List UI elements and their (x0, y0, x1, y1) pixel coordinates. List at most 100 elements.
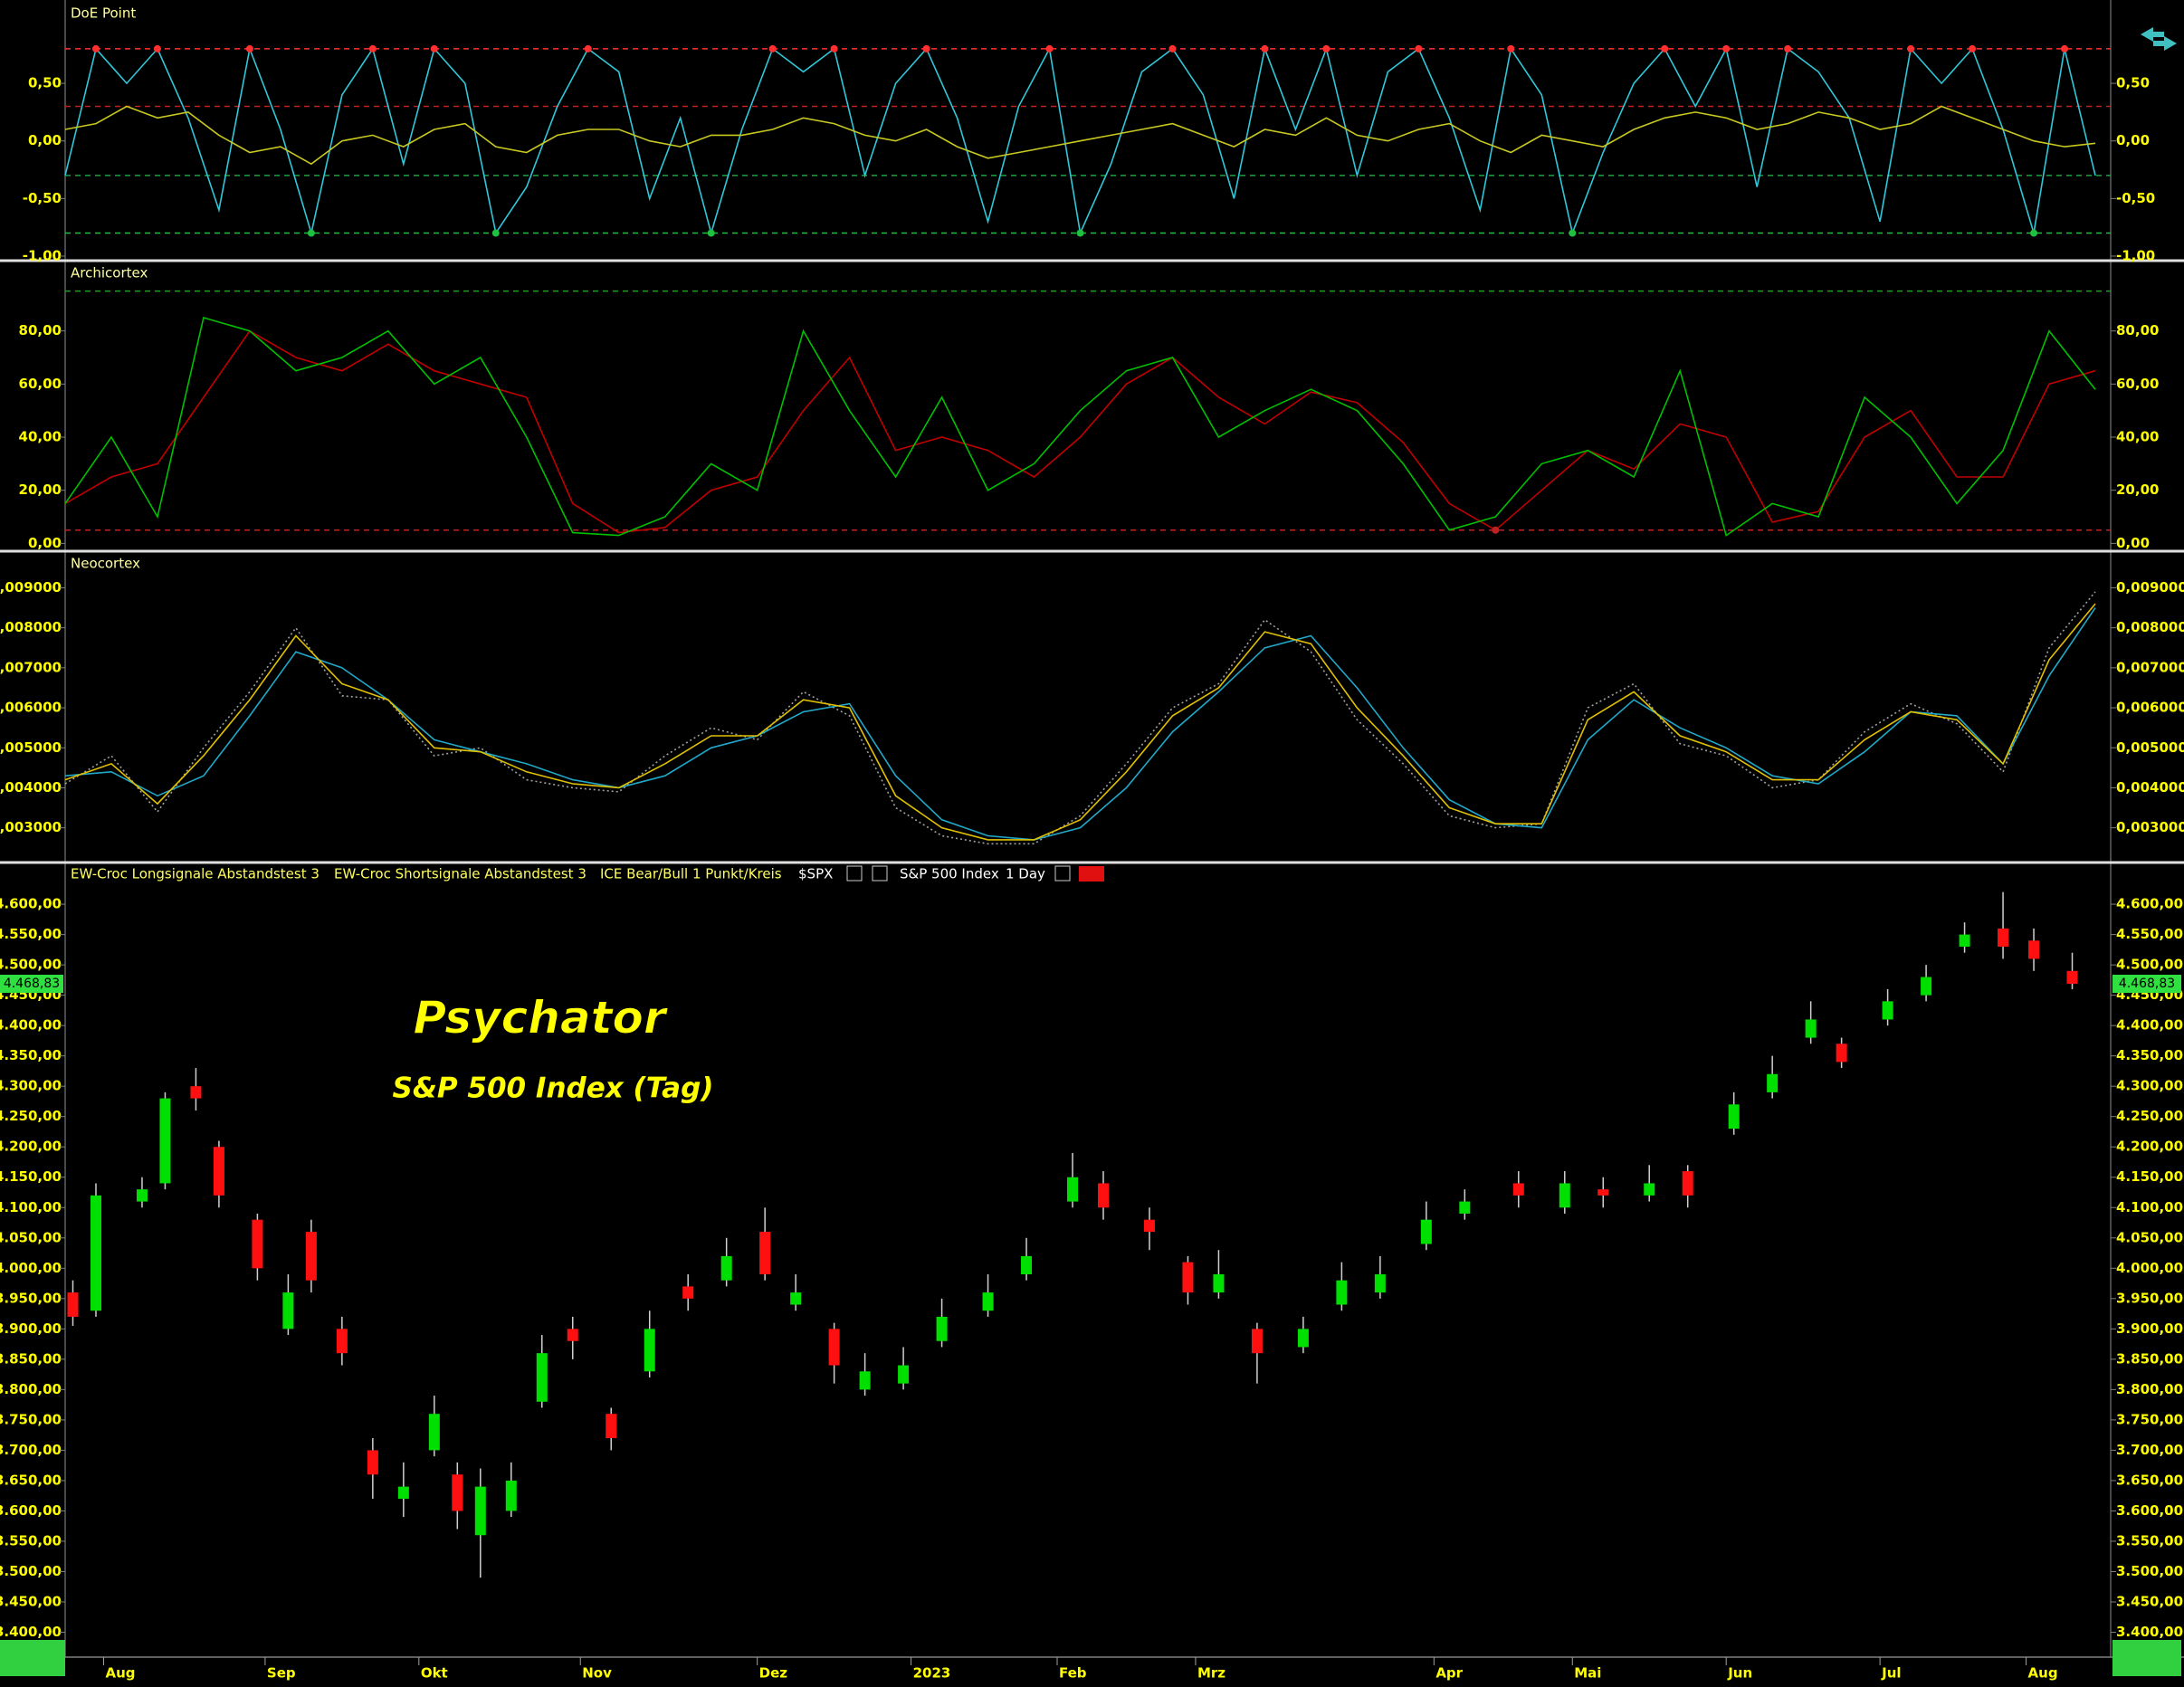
candle-body (428, 1414, 440, 1451)
last-price-box (2112, 975, 2181, 994)
candle-body (982, 1292, 994, 1311)
dropdown-icon[interactable] (872, 865, 888, 882)
y-tick-label: 0,003000 (0, 819, 62, 835)
y-tick-label: 4.300,00 (0, 1078, 62, 1094)
x-tick-label: Aug (2028, 1665, 2058, 1682)
candle-body (1143, 1219, 1155, 1233)
candle-body (828, 1329, 840, 1366)
y-tick-label: 3.950,00 (0, 1290, 62, 1306)
candle-body (1559, 1183, 1570, 1208)
y-tick-label: 4.500,00 (0, 957, 62, 973)
sync-icon[interactable] (2141, 27, 2177, 51)
y-tick-label: 20,00 (19, 481, 62, 498)
candle-body (1998, 928, 2009, 948)
panel-title: Archicortex (71, 265, 148, 281)
signal-dot (1722, 44, 1731, 52)
y-tick-label: 4.350,00 (2116, 1047, 2183, 1063)
dropdown-icon[interactable] (1054, 865, 1071, 882)
x-tick-label: Sep (267, 1665, 296, 1682)
indicator-line (64, 591, 2096, 845)
signal-dot (91, 44, 100, 52)
scroll-block[interactable] (2112, 1640, 2181, 1676)
signal-dot (2061, 44, 2069, 52)
signal-dot (307, 229, 315, 237)
y-tick-label: 3.500,00 (0, 1563, 62, 1579)
candle-body (282, 1292, 294, 1330)
chart-title: Psychator (413, 992, 668, 1044)
y-tick-label: 4.550,00 (0, 926, 62, 942)
close-button[interactable] (1079, 866, 1104, 882)
y-tick-label: 3.600,00 (0, 1502, 62, 1519)
x-tick-label: Aug (105, 1665, 135, 1682)
y-tick-label: 3.450,00 (0, 1593, 62, 1609)
signal-dot (1907, 44, 1915, 52)
candle-body (2028, 940, 2040, 959)
y-tick-label: 4.200,00 (0, 1139, 62, 1155)
dropdown-icon[interactable] (846, 865, 863, 882)
indicator-line (64, 329, 2096, 534)
y-tick-label: 3.450,00 (2116, 1593, 2183, 1609)
signal-dot (2030, 229, 2038, 237)
y-tick-label: 40,00 (19, 429, 62, 445)
candle-body (1420, 1219, 1432, 1244)
y-tick-label: 3.900,00 (0, 1320, 62, 1337)
signal-dot (707, 229, 715, 237)
candle-body (1459, 1201, 1471, 1214)
scroll-block[interactable] (0, 1640, 65, 1676)
x-tick-label: Okt (421, 1665, 448, 1682)
chart-subtitle: S&P 500 Index (Tag) (393, 1072, 714, 1105)
y-tick-label: 4.550,00 (2116, 926, 2183, 942)
signal-dot (1415, 44, 1423, 52)
candle-body (136, 1189, 148, 1202)
y-tick-label: 60,00 (19, 376, 62, 392)
y-tick-label: 4.050,00 (2116, 1229, 2183, 1245)
y-tick-label: 3.700,00 (0, 1442, 62, 1458)
signal-dot (1076, 229, 1084, 237)
signal-dot (1969, 44, 1977, 52)
y-tick-label: 3.400,00 (2116, 1624, 2183, 1640)
candle-body (1374, 1274, 1386, 1293)
x-tick-label: Dez (759, 1665, 788, 1682)
candle-body (1728, 1104, 1740, 1129)
x-tick-label: 2023 (913, 1665, 951, 1682)
y-tick-label: -0,50 (2116, 190, 2155, 206)
candle-body (213, 1147, 224, 1196)
last-price-box (0, 975, 63, 994)
candle-body (1959, 934, 1970, 948)
y-tick-label: 4.150,00 (2116, 1168, 2183, 1185)
y-tick-label: 0,50 (28, 75, 62, 91)
signal-dot (1261, 44, 1269, 52)
x-tick-label: Nov (582, 1665, 612, 1682)
candle-body (1213, 1274, 1225, 1293)
indicator-line (64, 603, 2096, 841)
candle-body (720, 1255, 732, 1281)
indicator-line (64, 607, 2096, 841)
y-tick-label: 3.550,00 (0, 1532, 62, 1549)
legend-item: EW-Croc Longsignale Abstandstest 3 (71, 866, 319, 882)
y-tick-label: 60,00 (2116, 376, 2159, 392)
candle-body (1644, 1183, 1655, 1196)
y-tick-label: 0,008000 (0, 619, 62, 635)
y-tick-label: 3.750,00 (0, 1411, 62, 1427)
candle-body (1182, 1262, 1194, 1293)
legend-item: EW-Croc Shortsignale Abstandstest 3 (334, 866, 587, 882)
y-tick-label: -1,00 (23, 248, 62, 264)
signal-dot (1661, 44, 1669, 52)
y-tick-label: 0,004000 (2116, 779, 2184, 796)
candle-body (859, 1371, 871, 1390)
y-tick-label: 0,003000 (2116, 819, 2184, 835)
y-tick-label: 80,00 (19, 322, 62, 338)
signal-dot (922, 44, 930, 52)
signal-dot (1322, 44, 1330, 52)
y-tick-label: 3.800,00 (2116, 1381, 2183, 1397)
legend-item: 1 Day (1006, 866, 1045, 882)
candle-body (1067, 1177, 1079, 1202)
candle-body (336, 1329, 348, 1354)
panel-title: Neocortex (71, 556, 140, 572)
signal-dot (1492, 526, 1500, 534)
signal-dot (368, 44, 377, 52)
y-tick-label: 4.150,00 (0, 1168, 62, 1185)
y-tick-label: 4.200,00 (2116, 1139, 2183, 1155)
y-tick-label: 0,008000 (2116, 619, 2184, 635)
candle-body (1682, 1171, 1693, 1196)
